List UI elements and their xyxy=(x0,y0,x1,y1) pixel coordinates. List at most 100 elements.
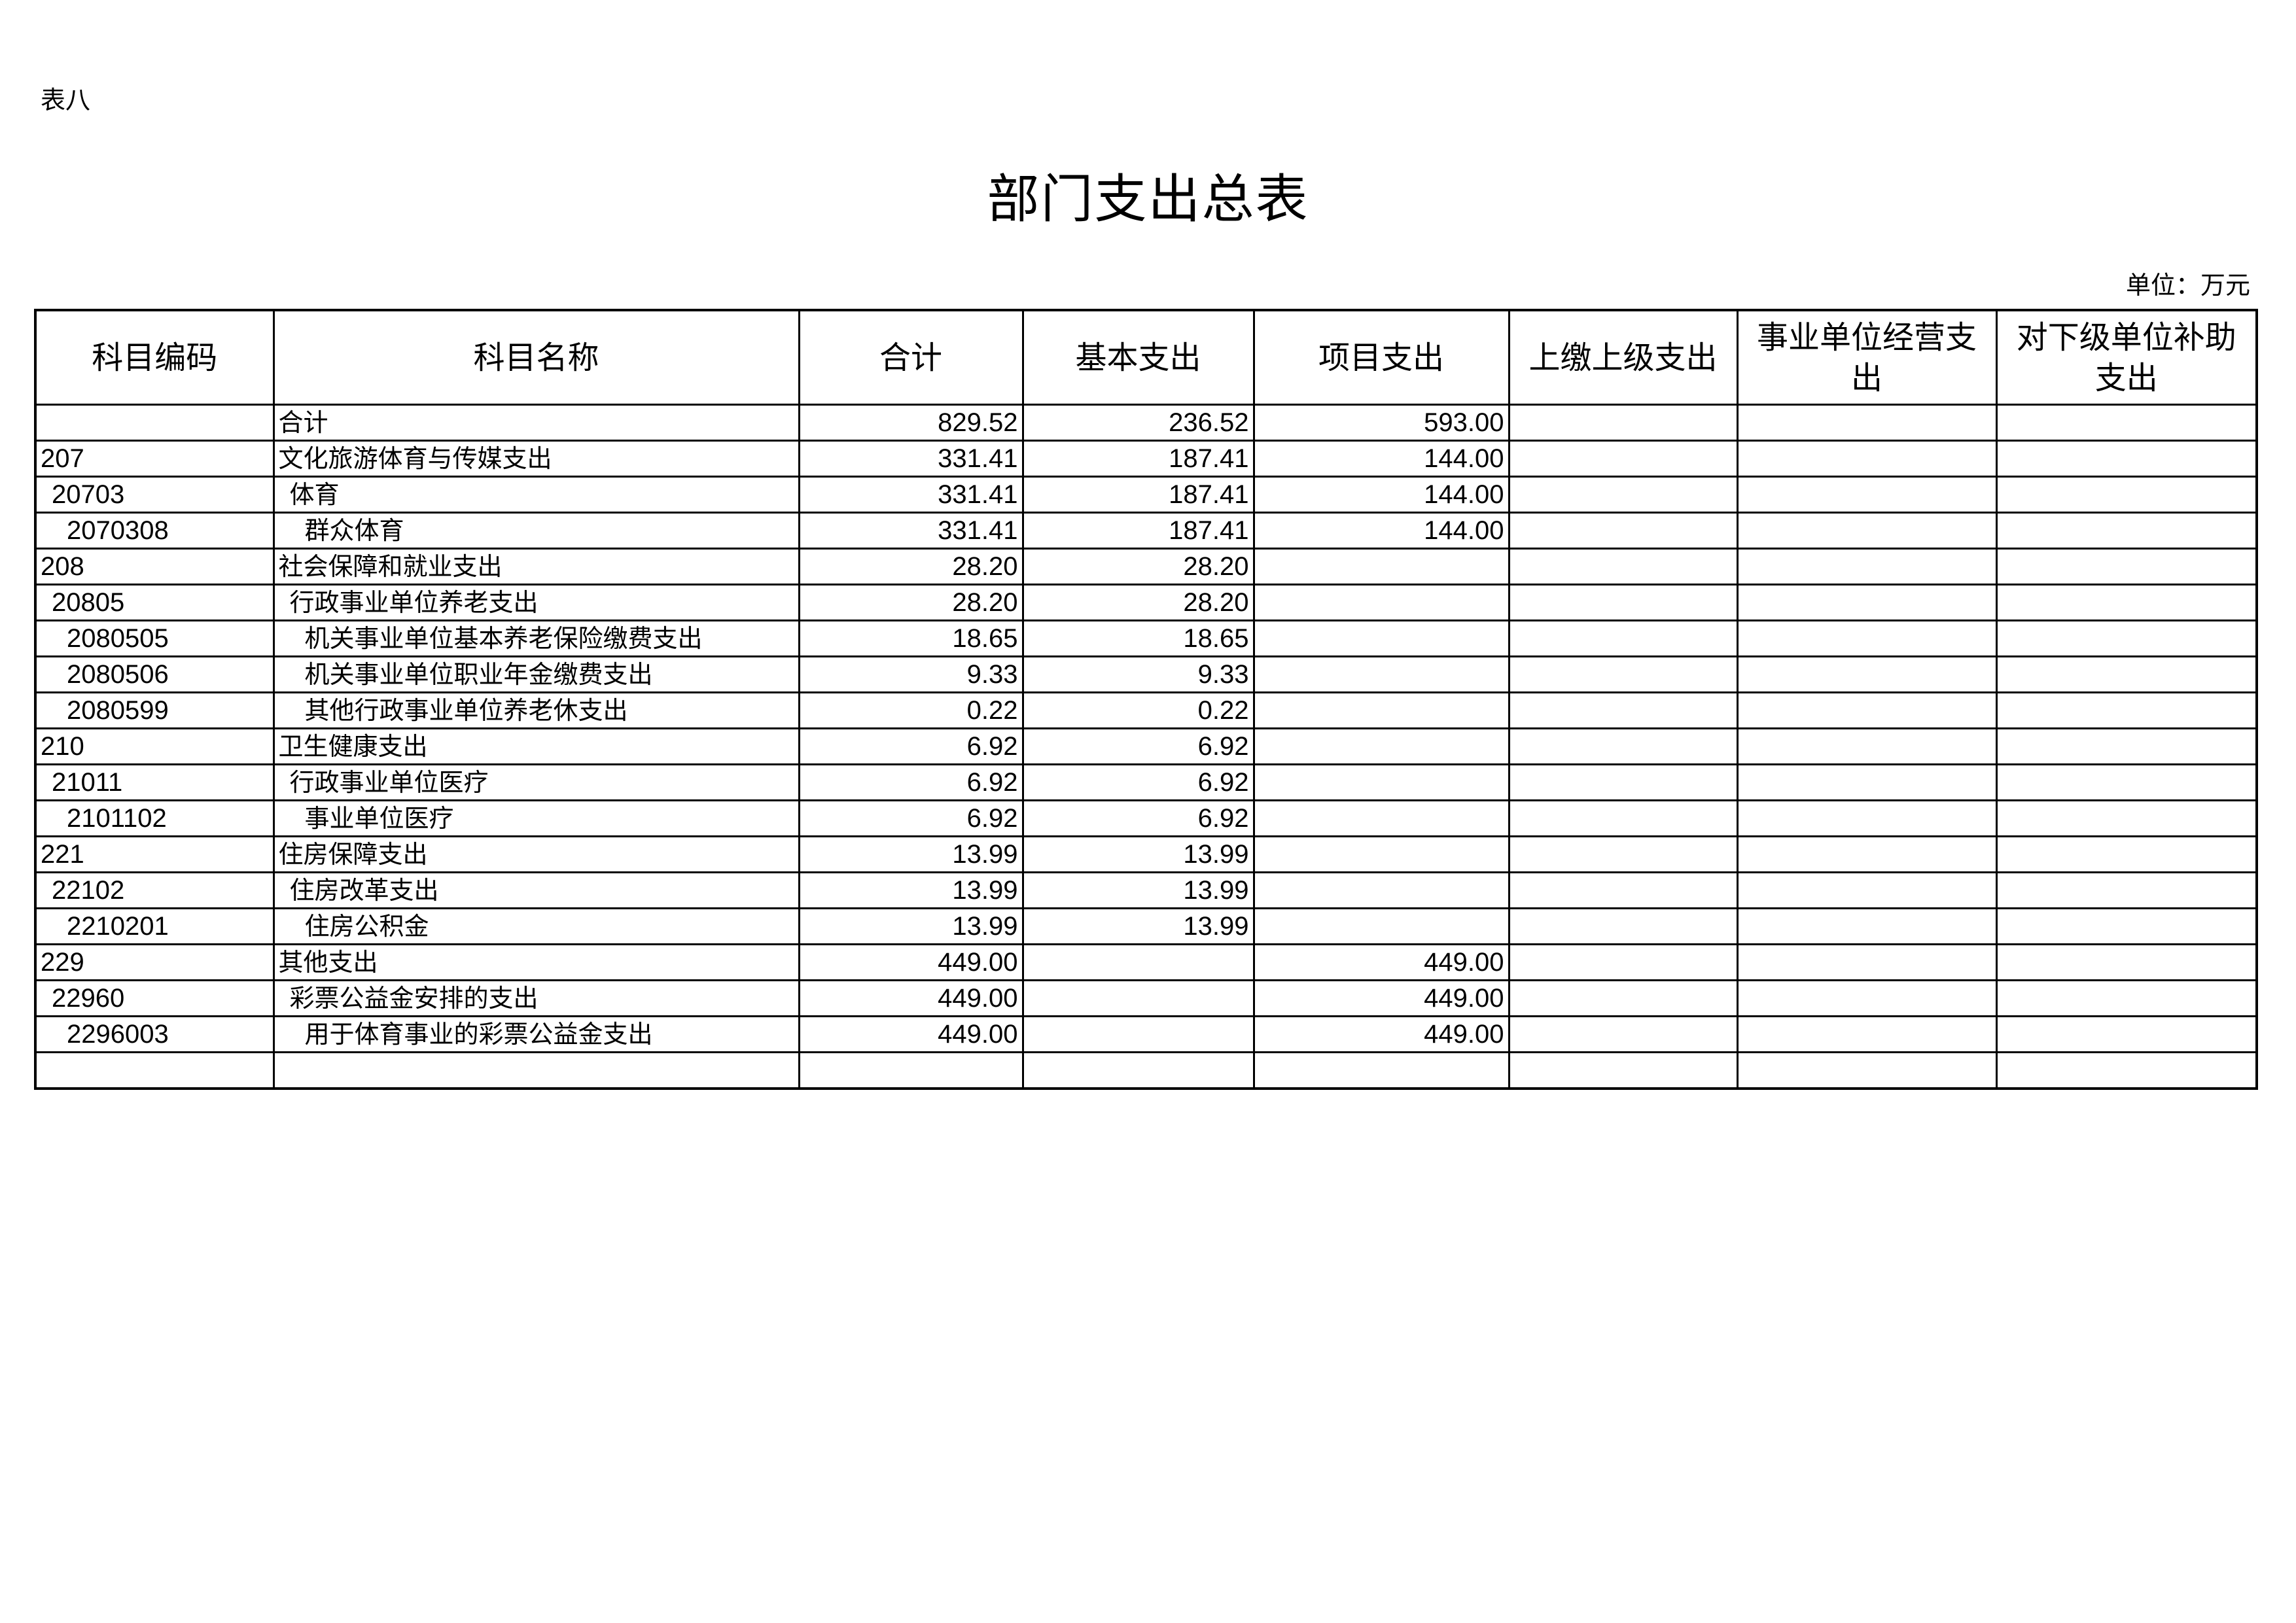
project-cell xyxy=(1252,584,1510,621)
page-title: 部门支出总表 xyxy=(987,169,1309,230)
header-name: 科目名称 xyxy=(272,309,800,406)
project-cell: 144.00 xyxy=(1252,512,1510,550)
basic-cell: 13.99 xyxy=(1021,871,1255,909)
project-cell xyxy=(1252,763,1510,801)
upper-cell xyxy=(1508,1051,1739,1090)
subsidy-cell xyxy=(1995,835,2258,873)
project-cell xyxy=(1252,655,1510,693)
project-cell: 449.00 xyxy=(1252,943,1510,981)
project-cell: 144.00 xyxy=(1252,440,1510,478)
table-row: 2296003 用于体育事业的彩票公益金支出 449.00 449.00 xyxy=(34,1015,2258,1053)
subsidy-cell xyxy=(1995,655,2258,693)
basic-cell: 9.33 xyxy=(1021,655,1255,693)
header-project: 项目支出 xyxy=(1252,309,1510,406)
header-code: 科目编码 xyxy=(34,309,275,406)
subsidy-cell xyxy=(1995,979,2258,1017)
basic-cell: 13.99 xyxy=(1021,835,1255,873)
total-cell: 331.41 xyxy=(798,476,1024,514)
total-cell: 449.00 xyxy=(798,979,1024,1017)
upper-cell xyxy=(1508,763,1739,801)
expenditure-table: 科目编码 科目名称 合计 基本支出 项目支出 上缴上级支出 事业单位经营支出 对… xyxy=(34,309,2258,1090)
code-cell: 21011 xyxy=(34,763,275,801)
code-cell: 20805 xyxy=(34,584,275,621)
upper-cell xyxy=(1508,440,1739,478)
total-cell: 829.52 xyxy=(798,404,1024,442)
project-cell xyxy=(1252,620,1510,657)
table-row: 22102 住房改革支出 13.99 13.99 xyxy=(34,871,2258,909)
total-cell: 331.41 xyxy=(798,440,1024,478)
name-cell xyxy=(272,1051,800,1090)
upper-cell xyxy=(1508,548,1739,585)
code-cell: 2296003 xyxy=(34,1015,275,1053)
business-cell xyxy=(1736,943,1998,981)
table-row: 2210201 住房公积金 13.99 13.99 xyxy=(34,907,2258,945)
header-total: 合计 xyxy=(798,309,1024,406)
table-row: 21011 行政事业单位医疗 6.92 6.92 xyxy=(34,763,2258,801)
code-cell: 20703 xyxy=(34,476,275,514)
table-row: 20703 体育 331.41 187.41 144.00 xyxy=(34,476,2258,514)
upper-cell xyxy=(1508,799,1739,837)
subsidy-cell xyxy=(1995,1051,2258,1090)
total-cell: 6.92 xyxy=(798,799,1024,837)
basic-cell: 6.92 xyxy=(1021,799,1255,837)
table-row xyxy=(34,1051,2258,1090)
table-row: 229 其他支出 449.00 449.00 xyxy=(34,943,2258,981)
table-row: 207 文化旅游体育与传媒支出 331.41 187.41 144.00 xyxy=(34,440,2258,478)
upper-cell xyxy=(1508,691,1739,729)
name-cell: 合计 xyxy=(272,404,800,442)
table-row: 2070308 群众体育 331.41 187.41 144.00 xyxy=(34,512,2258,550)
upper-cell xyxy=(1508,727,1739,765)
name-cell: 社会保障和就业支出 xyxy=(272,548,800,585)
code-cell: 2080599 xyxy=(34,691,275,729)
total-cell xyxy=(798,1051,1024,1090)
subsidy-cell xyxy=(1995,763,2258,801)
name-cell: 行政事业单位养老支出 xyxy=(272,584,800,621)
total-cell: 331.41 xyxy=(798,512,1024,550)
code-cell xyxy=(34,1051,275,1090)
header-row: 科目编码 科目名称 合计 基本支出 项目支出 上缴上级支出 事业单位经营支出 对… xyxy=(34,309,2258,406)
business-cell xyxy=(1736,691,1998,729)
business-cell xyxy=(1736,476,1998,514)
code-cell: 2080505 xyxy=(34,620,275,657)
upper-cell xyxy=(1508,907,1739,945)
table-row: 合计 829.52 236.52 593.00 xyxy=(34,404,2258,442)
basic-cell xyxy=(1021,943,1255,981)
name-cell: 机关事业单位职业年金缴费支出 xyxy=(272,655,800,693)
upper-cell xyxy=(1508,620,1739,657)
project-cell: 449.00 xyxy=(1252,979,1510,1017)
name-cell: 用于体育事业的彩票公益金支出 xyxy=(272,1015,800,1053)
subsidy-cell xyxy=(1995,584,2258,621)
business-cell xyxy=(1736,1015,1998,1053)
table-row: 2101102 事业单位医疗 6.92 6.92 xyxy=(34,799,2258,837)
subsidy-cell xyxy=(1995,943,2258,981)
subsidy-cell xyxy=(1995,907,2258,945)
total-cell: 9.33 xyxy=(798,655,1024,693)
project-cell: 593.00 xyxy=(1252,404,1510,442)
business-cell xyxy=(1736,907,1998,945)
business-cell xyxy=(1736,871,1998,909)
upper-cell xyxy=(1508,512,1739,550)
business-cell xyxy=(1736,763,1998,801)
business-cell xyxy=(1736,404,1998,442)
code-cell: 22102 xyxy=(34,871,275,909)
project-cell xyxy=(1252,548,1510,585)
project-cell: 144.00 xyxy=(1252,476,1510,514)
total-cell: 13.99 xyxy=(798,835,1024,873)
name-cell: 文化旅游体育与传媒支出 xyxy=(272,440,800,478)
basic-cell: 236.52 xyxy=(1021,404,1255,442)
upper-cell xyxy=(1508,476,1739,514)
upper-cell xyxy=(1508,943,1739,981)
basic-cell: 187.41 xyxy=(1021,476,1255,514)
name-cell: 事业单位医疗 xyxy=(272,799,800,837)
project-cell xyxy=(1252,727,1510,765)
name-cell: 住房公积金 xyxy=(272,907,800,945)
table-row: 2080599 其他行政事业单位养老休支出 0.22 0.22 xyxy=(34,691,2258,729)
upper-cell xyxy=(1508,584,1739,621)
total-cell: 449.00 xyxy=(798,1015,1024,1053)
business-cell xyxy=(1736,584,1998,621)
business-cell xyxy=(1736,979,1998,1017)
business-cell xyxy=(1736,1051,1998,1090)
subsidy-cell xyxy=(1995,620,2258,657)
subsidy-cell xyxy=(1995,727,2258,765)
upper-cell xyxy=(1508,404,1739,442)
